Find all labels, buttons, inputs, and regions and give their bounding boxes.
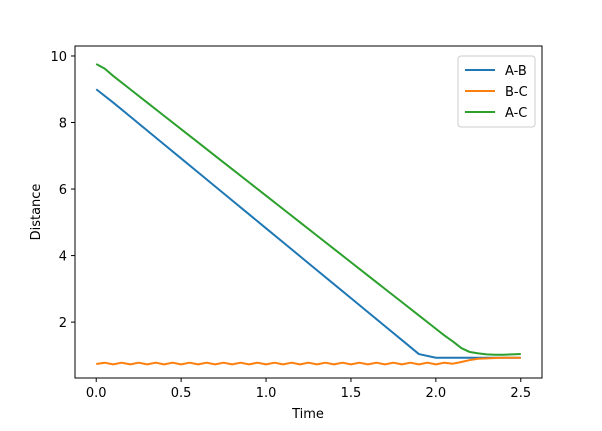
x-tick-label: 2.5: [510, 386, 531, 401]
x-tick-label: 1.5: [341, 386, 362, 401]
legend: A-B B-C A-C: [457, 55, 536, 128]
y-axis-label: Distance: [29, 184, 44, 241]
x-axis-label: Time: [291, 407, 324, 422]
y-tick-label: 2: [59, 316, 67, 331]
x-tick-label: 2.0: [426, 386, 447, 401]
x-tick-label: 1.0: [256, 386, 277, 401]
legend-label-a-c: A-C: [505, 106, 527, 121]
legend-label-a-b: A-B: [505, 64, 527, 79]
x-tick-label: 0.5: [171, 386, 192, 401]
y-tick-label: 4: [59, 250, 67, 265]
y-tick-label: 10: [50, 50, 67, 65]
y-axis-ticks: 2 4 6 8 10: [50, 50, 75, 331]
series-layer: [95, 63, 521, 366]
legend-label-b-c: B-C: [505, 85, 528, 100]
plot-frame: [74, 45, 543, 379]
y-tick-label: 8: [59, 117, 67, 132]
y-tick-label: 6: [59, 183, 67, 198]
series-line-a-c: [95, 63, 521, 356]
legend-box: [457, 55, 536, 128]
series-line-b-c: [96, 356, 521, 366]
x-axis-ticks: 0.0 0.5 1.0 1.5 2.0 2.5: [86, 378, 531, 401]
x-tick-label: 0.0: [86, 386, 107, 401]
